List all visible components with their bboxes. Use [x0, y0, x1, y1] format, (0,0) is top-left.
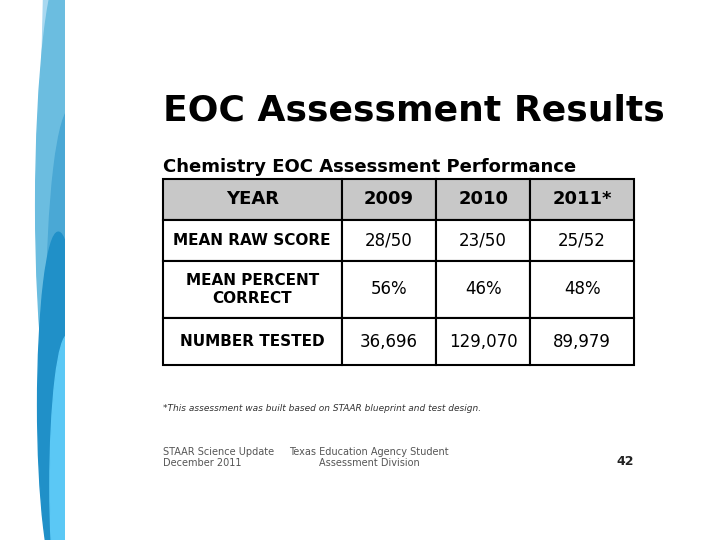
Text: 28/50: 28/50 [365, 231, 413, 249]
Text: 23/50: 23/50 [459, 231, 507, 249]
Text: 46%: 46% [465, 280, 501, 299]
Circle shape [50, 335, 86, 540]
Bar [436, 220, 531, 260]
Bar [163, 319, 342, 366]
Bar [531, 220, 634, 260]
Text: 2011*: 2011* [552, 191, 612, 208]
Circle shape [42, 0, 114, 378]
Bar [342, 260, 436, 319]
Bar [342, 220, 436, 260]
Text: Texas Education Agency Student
Assessment Division: Texas Education Agency Student Assessmen… [289, 447, 449, 468]
Text: YEAR: YEAR [225, 191, 279, 208]
Text: MEAN PERCENT
CORRECT: MEAN PERCENT CORRECT [186, 273, 319, 306]
Text: 56%: 56% [371, 280, 408, 299]
Circle shape [36, 0, 94, 448]
Bar [531, 319, 634, 366]
Bar [163, 179, 342, 220]
Circle shape [47, 108, 96, 518]
Text: MEAN RAW SCORE: MEAN RAW SCORE [174, 233, 331, 248]
Bar [531, 179, 634, 220]
Bar [342, 179, 436, 220]
Text: 48%: 48% [564, 280, 600, 299]
Text: 36,696: 36,696 [360, 333, 418, 351]
Bar [163, 220, 342, 260]
Text: STAAR Science Update
December 2011: STAAR Science Update December 2011 [163, 447, 274, 468]
Bar [436, 260, 531, 319]
Bar [436, 319, 531, 366]
Text: Chemistry EOC Assessment Performance: Chemistry EOC Assessment Performance [163, 158, 576, 177]
Bar [531, 260, 634, 319]
Bar [342, 319, 436, 366]
Text: 25/52: 25/52 [558, 231, 606, 249]
Text: 129,070: 129,070 [449, 333, 518, 351]
Text: 42: 42 [616, 455, 634, 468]
Text: NUMBER TESTED: NUMBER TESTED [180, 334, 325, 349]
Text: 89,979: 89,979 [553, 333, 611, 351]
Text: 2010: 2010 [458, 191, 508, 208]
Bar [436, 179, 531, 220]
Text: 2009: 2009 [364, 191, 414, 208]
Text: *This assessment was built based on STAAR blueprint and test design.: *This assessment was built based on STAA… [163, 404, 481, 413]
Text: EOC Assessment Results: EOC Assessment Results [163, 94, 665, 128]
Bar [163, 260, 342, 319]
Circle shape [37, 232, 79, 540]
